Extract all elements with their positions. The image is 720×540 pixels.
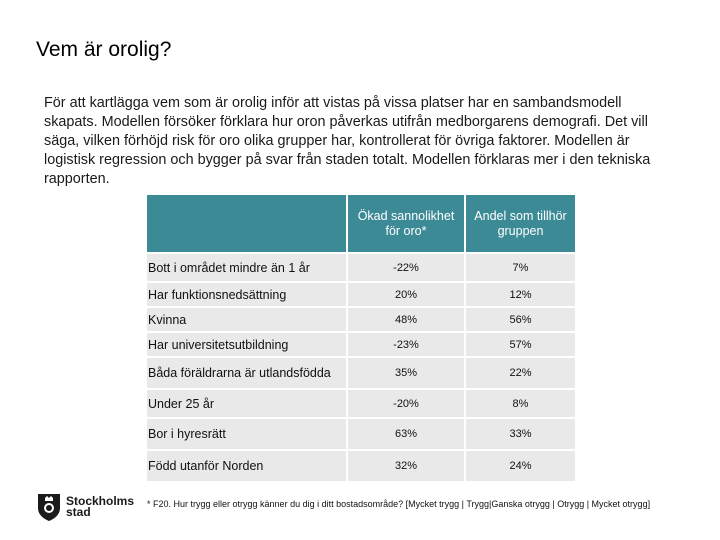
row-share: 56% [464,308,575,331]
row-share: 24% [464,451,575,481]
row-label: Båda föräldrarna är utlandsfödda [147,358,346,388]
row-share: 57% [464,333,575,356]
row-share: 12% [464,283,575,306]
row-increase: 20% [346,283,464,306]
table-row: Född utanför Norden 32% 24% [147,451,575,481]
row-label: Har funktionsnedsättning [147,283,346,306]
row-increase: -20% [346,390,464,417]
logo-line-2: stad [66,505,91,519]
row-label: Har universitetsutbildning [147,333,346,356]
row-share: 22% [464,358,575,388]
header-increase: Ökad sannolikhet för oro* [346,195,464,252]
row-share: 33% [464,419,575,449]
intro-paragraph: För att kartlägga vem som är orolig infö… [44,95,651,187]
row-label: Född utanför Norden [147,451,346,481]
row-label: Bott i området mindre än 1 år [147,254,346,281]
logo-line-1: Stockholms [66,494,135,508]
row-increase: 48% [346,308,464,331]
row-increase: 32% [346,451,464,481]
table-row: Bor i hyresrätt 63% 33% [147,419,575,449]
row-increase: -22% [346,254,464,281]
stockholm-logo: Stockholms stad [36,492,134,522]
table-row: Bott i området mindre än 1 år -22% 7% [147,254,575,281]
row-increase: 35% [346,358,464,388]
stockholm-crest-icon [36,492,62,522]
table-row: Båda föräldrarna är utlandsfödda 35% 22% [147,358,575,388]
table-row: Kvinna 48% 56% [147,308,575,331]
row-label: Under 25 år [147,390,346,417]
header-share: Andel som tillhör gruppen [464,195,575,252]
table-row: Har universitetsutbildning -23% 57% [147,333,575,356]
header-empty-cell [147,195,346,252]
footnote: * F20. Hur trygg eller otrygg känner du … [147,499,651,509]
page-title: Vem är orolig? [36,38,172,61]
row-increase: -23% [346,333,464,356]
row-increase: 63% [346,419,464,449]
row-label: Kvinna [147,308,346,331]
table-row: Har funktionsnedsättning 20% 12% [147,283,575,306]
row-label: Bor i hyresrätt [147,419,346,449]
row-share: 8% [464,390,575,417]
logo-wordmark: Stockholms stad [66,494,135,519]
table-header-row: Ökad sannolikhet för oro* Andel som till… [147,195,575,252]
table-row: Under 25 år -20% 8% [147,390,575,417]
results-table: Ökad sannolikhet för oro* Andel som till… [147,193,575,483]
row-share: 7% [464,254,575,281]
